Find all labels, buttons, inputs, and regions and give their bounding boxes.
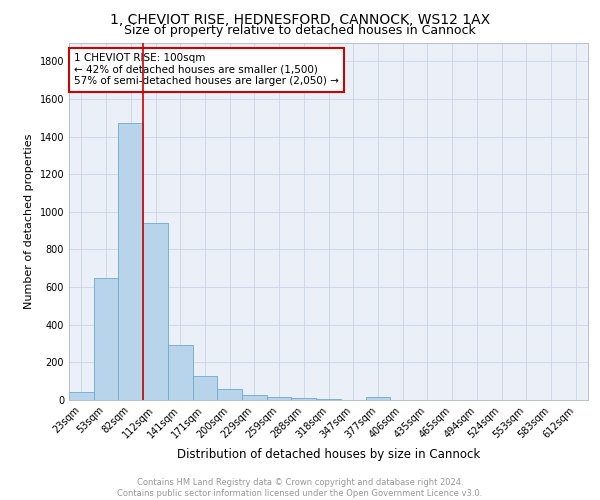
X-axis label: Distribution of detached houses by size in Cannock: Distribution of detached houses by size … <box>177 448 480 461</box>
Bar <box>143 223 168 400</box>
Text: Size of property relative to detached houses in Cannock: Size of property relative to detached ho… <box>124 24 476 37</box>
Bar <box>69 392 94 400</box>
Text: 1, CHEVIOT RISE, HEDNESFORD, CANNOCK, WS12 1AX: 1, CHEVIOT RISE, HEDNESFORD, CANNOCK, WS… <box>110 12 490 26</box>
Bar <box>292 398 316 400</box>
Bar <box>242 396 267 400</box>
Bar <box>193 376 217 400</box>
Text: Contains HM Land Registry data © Crown copyright and database right 2024.
Contai: Contains HM Land Registry data © Crown c… <box>118 478 482 498</box>
Text: 1 CHEVIOT RISE: 100sqm
← 42% of detached houses are smaller (1,500)
57% of semi-: 1 CHEVIOT RISE: 100sqm ← 42% of detached… <box>74 53 339 86</box>
Bar <box>267 397 292 400</box>
Bar <box>168 346 193 400</box>
Bar <box>94 278 118 400</box>
Bar <box>118 124 143 400</box>
Bar <box>365 397 390 400</box>
Bar <box>316 399 341 400</box>
Y-axis label: Number of detached properties: Number of detached properties <box>24 134 34 309</box>
Bar <box>217 388 242 400</box>
